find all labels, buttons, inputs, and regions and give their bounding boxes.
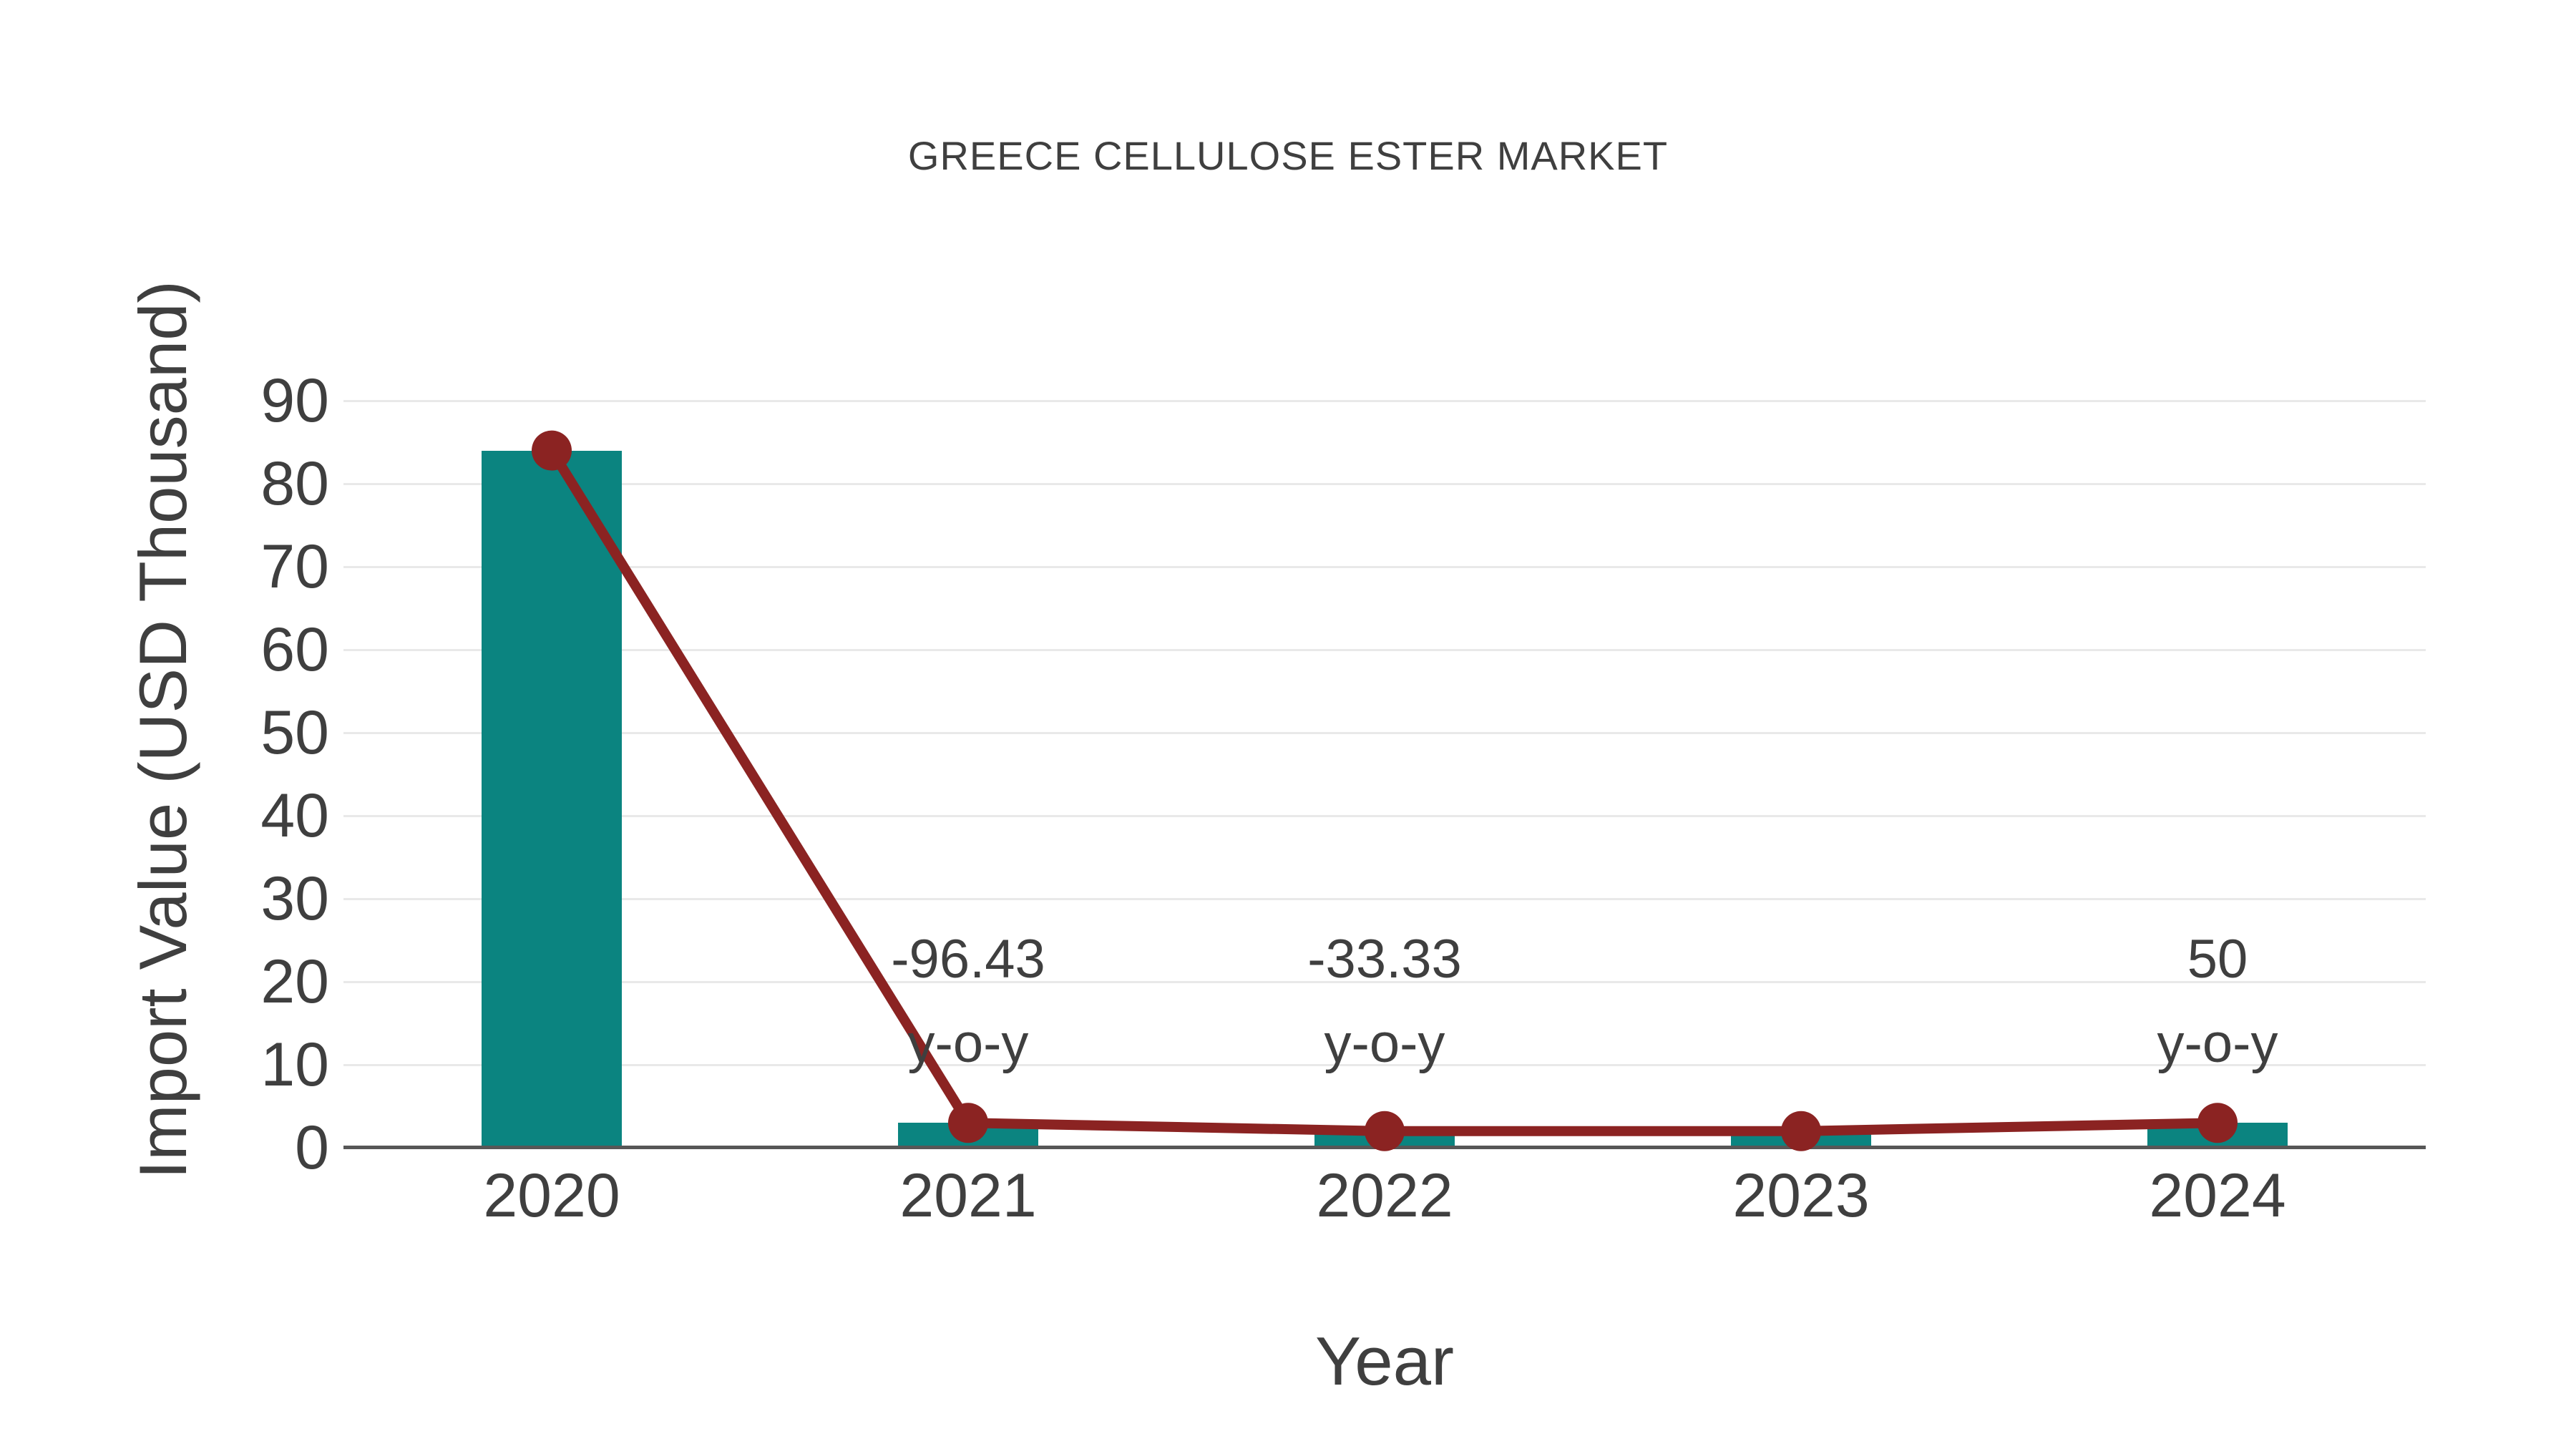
yoy-annotation-2021: -96.43 y-o-y [891,917,1045,1086]
y-tick-label-10: 10 [260,1030,329,1099]
x-tick-label-2021: 2021 [899,1161,1037,1230]
bar-series-layer [343,318,2426,1148]
yoy-annotation-2024: 50 y-o-y [2157,917,2278,1086]
y-tick-label-90: 90 [260,366,329,435]
y-tick-label-40: 40 [260,781,329,850]
grid-line-y90 [343,399,2426,402]
y-tick-label-50: 50 [260,698,329,767]
plot-area: 0 10 20 30 40 50 60 70 80 90 -96.43 y-o-y -33.33 y-o… [260,318,2426,1230]
yoy-value: 50 [2187,929,2248,990]
data-point-marker-2024 [2197,1103,2238,1143]
yoy-label: y-o-y [2157,1013,2278,1074]
x-axis-title: Year [1315,1323,1454,1400]
yoy-annotation-2022: -33.33 y-o-y [1307,917,1462,1086]
yoy-label: y-o-y [1324,1013,1445,1074]
y-tick-label-20: 20 [260,947,329,1016]
grid-line-y30 [343,897,2426,900]
x-tick-label-2023: 2023 [1732,1161,1870,1230]
grid-line-y60 [343,648,2426,651]
yoy-value: -33.33 [1307,929,1462,990]
data-point-marker-2023 [1781,1111,1821,1151]
line-series-layer [532,430,2238,1151]
data-point-marker-2022 [1365,1111,1405,1151]
grid-line-y10 [343,1063,2426,1066]
chart-title: GREECE CELLULOSE ESTER MARKET [907,133,1669,178]
x-axis-tick-labels: 2020 2021 2022 2023 2024 [343,318,2426,1230]
bar-2020 [482,450,622,1148]
data-point-marker-2020 [532,430,572,471]
x-tick-label-2020: 2020 [483,1161,620,1230]
y-tick-label-30: 30 [260,864,329,933]
x-tick-label-2022: 2022 [1316,1161,1453,1230]
y-tick-label-80: 80 [260,449,329,518]
y-tick-label-60: 60 [260,615,329,684]
y-tick-label-0: 0 [295,1113,329,1182]
grid-line-y40 [343,814,2426,817]
grid-line-y20 [343,980,2426,983]
yoy-value: -96.43 [891,929,1045,990]
annotations-layer: -96.43 y-o-y -33.33 y-o-y 50 y-o-y [343,318,2426,1148]
y-tick-label-70: 70 [260,532,329,601]
grid-line-y50 [343,731,2426,734]
x-tick-label-2024: 2024 [2149,1161,2286,1230]
grid-line-y70 [343,565,2426,568]
grid-line-y80 [343,482,2426,485]
yoy-label: y-o-y [907,1013,1029,1074]
data-point-marker-2021 [948,1103,988,1143]
y-axis-tick-labels: 0 10 20 30 40 50 60 70 80 90 [260,318,2426,1179]
